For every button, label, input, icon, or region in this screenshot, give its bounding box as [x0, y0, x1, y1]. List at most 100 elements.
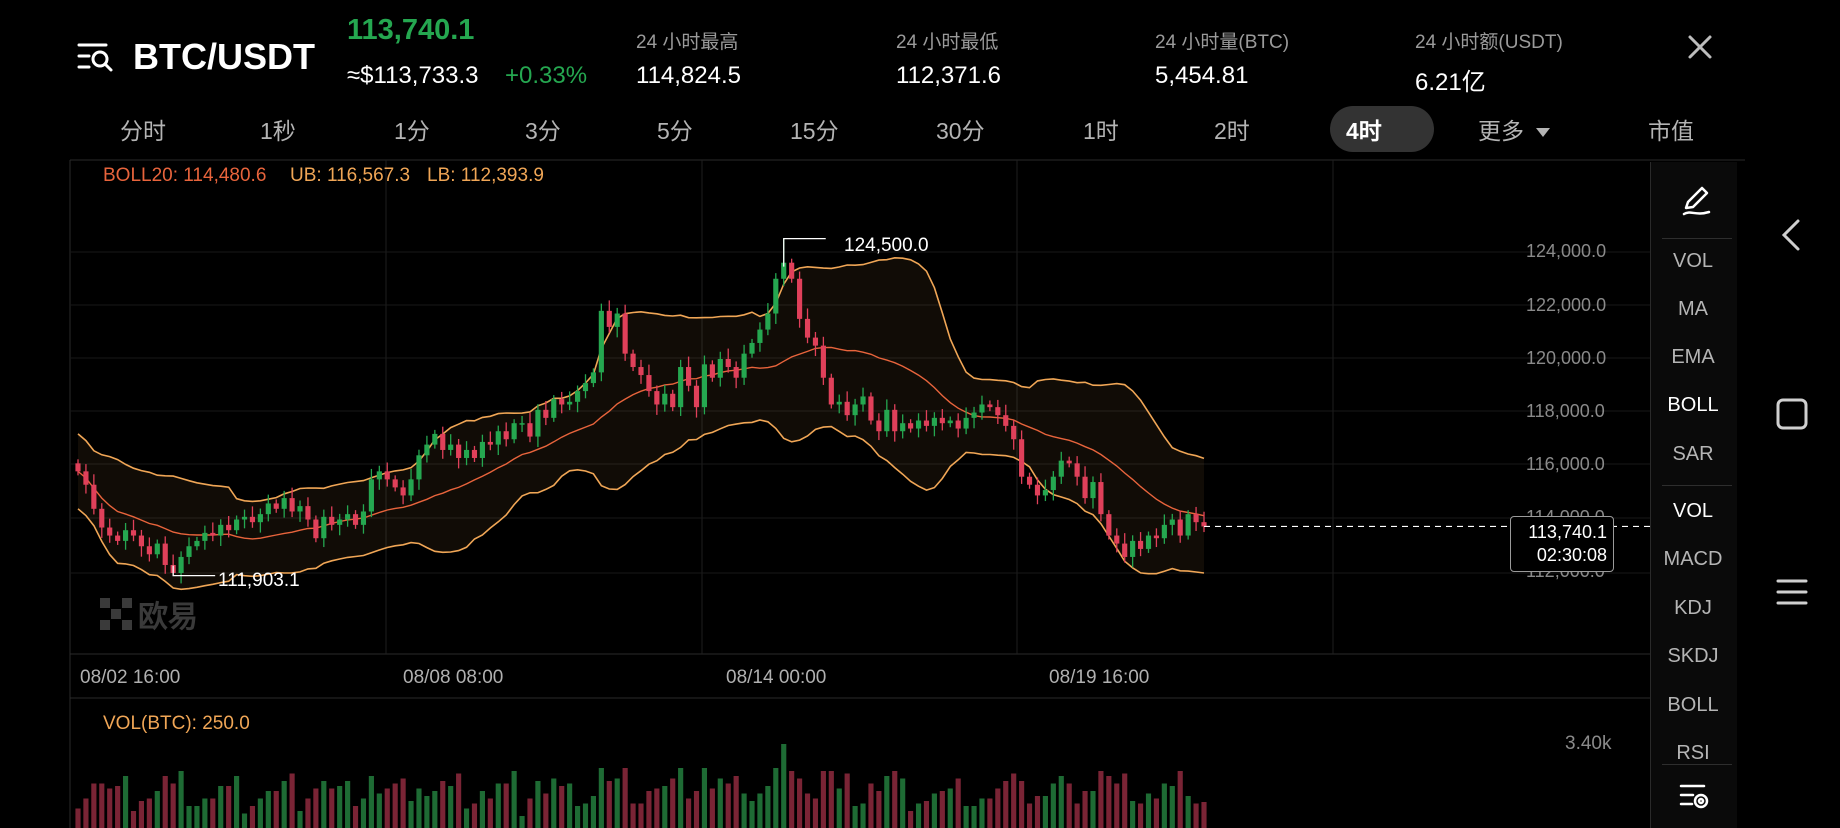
volume-bar [535, 781, 541, 828]
volume-bar [773, 768, 779, 828]
volume-bar [543, 793, 549, 828]
volume-bar [360, 798, 367, 828]
volume-bar [313, 788, 319, 828]
candle [725, 359, 731, 368]
sub-indicator-kdj[interactable]: KDJ [1674, 597, 1712, 619]
candle [456, 444, 462, 458]
pair-list-icon[interactable] [76, 38, 116, 76]
candle [749, 342, 755, 354]
chart-grid [69, 159, 1745, 828]
volume-bar [241, 813, 248, 828]
candle [448, 444, 454, 450]
tab-interval-30m[interactable]: 30分 [936, 118, 985, 144]
main-indicator-vol[interactable]: VOL [1672, 250, 1714, 272]
candle [352, 514, 359, 525]
candle [543, 409, 549, 418]
volume-bar [448, 786, 454, 828]
draw-pen-icon[interactable] [1676, 180, 1716, 220]
volume-title: VOL(BTC): 250.0 [103, 713, 250, 734]
main-indicator-boll[interactable]: BOLL [1667, 394, 1719, 416]
volume-bar [1145, 793, 1152, 828]
volume-bar [400, 778, 406, 828]
candle [765, 313, 771, 330]
candle [186, 546, 192, 557]
tab-interval-more[interactable]: 更多 [1478, 112, 1551, 146]
sub-indicator-vol[interactable]: VOL [1672, 500, 1714, 522]
close-icon[interactable] [1683, 30, 1717, 64]
candle [868, 396, 874, 421]
volume-bar [138, 801, 145, 828]
sub-indicator-macd[interactable]: MACD [1663, 548, 1723, 570]
main-indicator-ma[interactable]: MA [1678, 298, 1708, 320]
candle [630, 353, 636, 368]
tab-market-cap[interactable]: 市值 [1648, 118, 1694, 144]
candle [1137, 540, 1144, 549]
sub-indicator-rsi[interactable]: RSI [1676, 742, 1710, 764]
tab-interval-5m[interactable]: 5分 [657, 118, 693, 144]
price-axis-label: 118,000.0 [1526, 401, 1605, 421]
indicator-settings-icon[interactable] [1678, 780, 1712, 814]
volume-bar [1026, 803, 1033, 828]
volume-bars [75, 744, 1207, 828]
boll-mid-value: BOLL20: 114,480.6 [103, 165, 267, 186]
volume-bar [408, 801, 414, 828]
candle [820, 345, 826, 378]
volume-bar [749, 801, 755, 828]
volume-bar [1003, 781, 1009, 828]
tab-interval-fenshi[interactable]: 分时 [120, 118, 166, 144]
tab-interval-3m[interactable]: 3分 [525, 118, 561, 144]
candle [646, 375, 652, 392]
volume-bar [804, 793, 811, 828]
candle [670, 393, 676, 408]
volume-bar [376, 793, 382, 828]
volume-bar [297, 811, 303, 828]
volume-bar [971, 806, 977, 828]
candle [590, 372, 596, 384]
volume-bar [1019, 781, 1025, 828]
volume-bar [701, 768, 708, 828]
volume-bar [257, 798, 263, 828]
pair-title[interactable]: BTC/USDT [133, 36, 315, 77]
candle [1050, 476, 1056, 491]
tab-interval-2h[interactable]: 2时 [1214, 118, 1250, 144]
sub-indicator-skdj[interactable]: SKDJ [1667, 645, 1719, 667]
menu-nav-icon[interactable] [1770, 570, 1814, 614]
volume-bar [551, 778, 557, 828]
candle [479, 441, 485, 458]
volume-bar [352, 806, 359, 828]
tab-interval-15m[interactable]: 15分 [790, 118, 839, 144]
candle [241, 516, 248, 520]
back-nav-icon[interactable] [1770, 213, 1814, 257]
sub-indicator-boll[interactable]: BOLL [1667, 694, 1719, 716]
volume-bar [812, 798, 819, 828]
candle [1042, 490, 1048, 496]
boll-lower-value: LB: 112,393.9 [427, 165, 544, 186]
low-price-annotation: 111,903.1 [218, 570, 300, 591]
tab-interval-1s[interactable]: 1秒 [260, 118, 296, 144]
candle [487, 441, 493, 445]
volume-bar [844, 773, 850, 828]
candle [273, 503, 279, 509]
price-axis-label: 116,000.0 [1526, 454, 1605, 474]
tab-interval-1h[interactable]: 1时 [1083, 118, 1119, 144]
candle [1019, 439, 1025, 477]
volume-bar [91, 783, 97, 828]
candle [844, 401, 850, 416]
tab-interval-1m[interactable]: 1分 [394, 118, 430, 144]
tab-interval-4h[interactable]: 4时 [1346, 118, 1382, 144]
candle [511, 423, 517, 440]
candle [955, 420, 961, 429]
candle [995, 407, 1001, 416]
main-indicator-sar[interactable]: SAR [1672, 443, 1714, 465]
volume-bar [1177, 771, 1183, 828]
main-indicator-ema[interactable]: EMA [1671, 346, 1715, 368]
time-axis-label: 08/19 16:00 [1049, 667, 1150, 688]
current-price-tag[interactable]: 113,740.1 02:30:08 [1510, 516, 1614, 572]
candle [1082, 476, 1088, 499]
candle [297, 506, 303, 512]
volume-bar [265, 791, 271, 828]
recents-nav-icon[interactable] [1770, 392, 1814, 436]
candle-countdown: 02:30:08 [1536, 545, 1607, 565]
divider [1662, 485, 1732, 486]
